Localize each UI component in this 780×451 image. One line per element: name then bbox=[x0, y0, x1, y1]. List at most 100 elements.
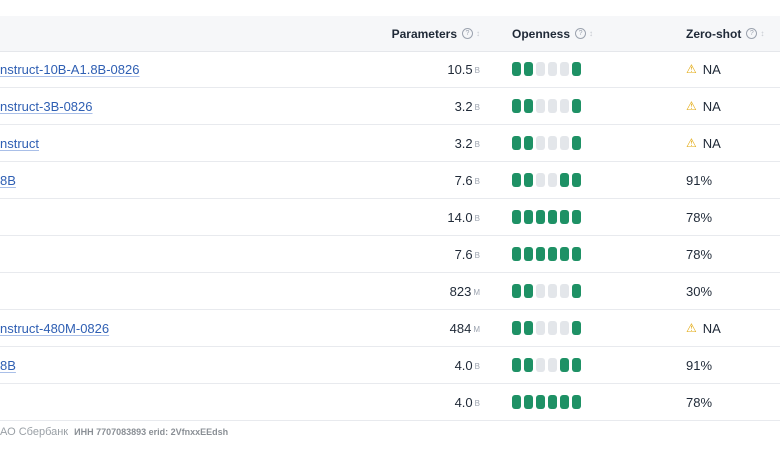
openness-segment-filled bbox=[548, 210, 557, 224]
table-row[interactable]: 7.6 B 78% bbox=[0, 236, 780, 273]
parameters-unit: B bbox=[474, 177, 480, 186]
help-icon[interactable]: ? bbox=[462, 28, 473, 39]
ad-footer: АО Сбербанк ИНН 7707083893 erid: 2VfnxxE… bbox=[0, 424, 228, 440]
parameters-value: 823 bbox=[449, 283, 472, 299]
table-row[interactable]: 8B 7.6 B 91% bbox=[0, 162, 780, 199]
openness-segment-filled bbox=[512, 284, 521, 298]
parameters-value: 484 bbox=[449, 320, 472, 336]
openness-segment-filled bbox=[572, 99, 581, 113]
openness-segment-empty bbox=[548, 358, 557, 372]
model-name-link[interactable]: 8B bbox=[0, 172, 16, 188]
model-name-link[interactable]: 8B bbox=[0, 357, 16, 373]
openness-segment-filled bbox=[572, 247, 581, 261]
sort-icon[interactable]: ↕ bbox=[589, 29, 594, 38]
sort-icon[interactable]: ↕ bbox=[476, 29, 480, 38]
openness-segment-empty bbox=[536, 284, 545, 298]
openness-segment-empty bbox=[548, 99, 557, 113]
parameters-cell: 4.0 B bbox=[455, 384, 480, 420]
zero-shot-cell: 91% bbox=[686, 162, 712, 198]
table-row[interactable]: 4.0 B 78% bbox=[0, 384, 780, 421]
help-icon[interactable]: ? bbox=[575, 28, 587, 39]
parameters-cell: 10.5 B bbox=[447, 51, 480, 87]
openness-segment-filled bbox=[512, 358, 521, 372]
parameters-cell: 3.2 B bbox=[455, 88, 480, 124]
zero-shot-value: NA bbox=[702, 320, 721, 336]
openness-meter bbox=[512, 384, 581, 420]
openness-segment-filled bbox=[572, 395, 581, 409]
parameters-unit: B bbox=[474, 66, 480, 75]
table-row[interactable]: nstruct-3B-0826 3.2 B ⚠ NA bbox=[0, 88, 780, 125]
table-row[interactable]: nstruct-10B-A1.8B-0826 10.5 B ⚠ NA bbox=[0, 51, 780, 88]
openness-segment-empty bbox=[560, 62, 569, 76]
openness-segment-empty bbox=[548, 284, 557, 298]
zero-shot-value: NA bbox=[702, 135, 721, 151]
zero-shot-cell: ⚠ NA bbox=[686, 310, 721, 346]
parameters-cell: 7.6 B bbox=[455, 162, 480, 198]
openness-segment-filled bbox=[512, 210, 521, 224]
table-row[interactable]: 8B 4.0 B 91% bbox=[0, 347, 780, 384]
openness-segment-filled bbox=[572, 62, 581, 76]
sort-icon[interactable]: ↕ bbox=[760, 29, 765, 38]
column-header-parameters-label: Parameters bbox=[391, 26, 457, 41]
column-header-zero-shot[interactable]: Zero-shot ? ↕ bbox=[686, 16, 764, 51]
parameters-unit: B bbox=[474, 251, 480, 260]
openness-meter bbox=[512, 310, 581, 346]
table-row[interactable]: nstruct 3.2 B ⚠ NA bbox=[0, 125, 780, 162]
parameters-value: 3.2 bbox=[454, 135, 473, 151]
table-row[interactable]: nstruct-480M-0826 484 M ⚠ NA bbox=[0, 310, 780, 347]
parameters-value: 14.0 bbox=[447, 209, 473, 225]
zero-shot-cell: ⚠ NA bbox=[686, 51, 721, 87]
zero-shot-cell: 78% bbox=[686, 236, 712, 272]
parameters-unit: B bbox=[474, 362, 480, 371]
openness-segment-filled bbox=[560, 358, 569, 372]
openness-meter bbox=[512, 51, 581, 87]
openness-segment-filled bbox=[512, 62, 521, 76]
openness-segment-filled bbox=[512, 136, 521, 150]
openness-segment-empty bbox=[548, 136, 557, 150]
parameters-cell: 3.2 B bbox=[455, 125, 480, 161]
zero-shot-cell: 91% bbox=[686, 347, 712, 383]
zero-shot-value: 91% bbox=[686, 357, 713, 373]
parameters-value: 7.6 bbox=[454, 172, 473, 188]
model-name-link[interactable]: nstruct-3B-0826 bbox=[0, 98, 93, 114]
openness-meter bbox=[512, 236, 581, 272]
table-row[interactable]: 823 M 30% bbox=[0, 273, 780, 310]
footer-meta: ИНН 7707083893 erid: 2VfnxxEEdsh bbox=[74, 427, 229, 437]
parameters-cell: 14.0 B bbox=[447, 199, 480, 235]
openness-meter bbox=[512, 162, 581, 198]
parameters-cell: 823 M bbox=[450, 273, 480, 309]
openness-segment-filled bbox=[524, 358, 533, 372]
warning-icon: ⚠ bbox=[686, 136, 697, 150]
openness-segment-filled bbox=[524, 173, 533, 187]
openness-segment-empty bbox=[536, 99, 545, 113]
column-header-openness[interactable]: Openness ? ↕ bbox=[512, 16, 593, 51]
help-icon[interactable]: ? bbox=[746, 28, 758, 39]
parameters-unit: B bbox=[474, 214, 480, 223]
model-name-link[interactable]: nstruct-480M-0826 bbox=[0, 320, 110, 336]
openness-segment-empty bbox=[536, 358, 545, 372]
model-name-link[interactable]: nstruct bbox=[0, 135, 40, 151]
openness-segment-filled bbox=[524, 395, 533, 409]
openness-segment-filled bbox=[524, 321, 533, 335]
zero-shot-value: 30% bbox=[686, 283, 713, 299]
column-header-parameters[interactable]: Parameters ? ↕ bbox=[392, 16, 480, 51]
parameters-value: 4.0 bbox=[454, 394, 473, 410]
openness-meter bbox=[512, 199, 581, 235]
parameters-value: 3.2 bbox=[454, 98, 473, 114]
openness-segment-empty bbox=[548, 321, 557, 335]
parameters-unit: B bbox=[474, 399, 480, 408]
openness-segment-filled bbox=[512, 247, 521, 261]
footer-advertiser: АО Сбербанк bbox=[0, 426, 69, 438]
openness-segment-filled bbox=[512, 173, 521, 187]
openness-segment-filled bbox=[524, 62, 533, 76]
model-name-link[interactable]: nstruct-10B-A1.8B-0826 bbox=[0, 61, 140, 77]
parameters-value: 10.5 bbox=[447, 61, 473, 77]
zero-shot-cell: ⚠ NA bbox=[686, 88, 721, 124]
table-header: Parameters ? ↕ Openness ? ↕ Zero-shot ? … bbox=[0, 16, 780, 52]
openness-meter bbox=[512, 88, 581, 124]
zero-shot-value: NA bbox=[702, 61, 721, 77]
openness-segment-filled bbox=[512, 321, 521, 335]
table-row[interactable]: 14.0 B 78% bbox=[0, 199, 780, 236]
top-spacer bbox=[0, 0, 780, 16]
openness-segment-filled bbox=[524, 284, 533, 298]
